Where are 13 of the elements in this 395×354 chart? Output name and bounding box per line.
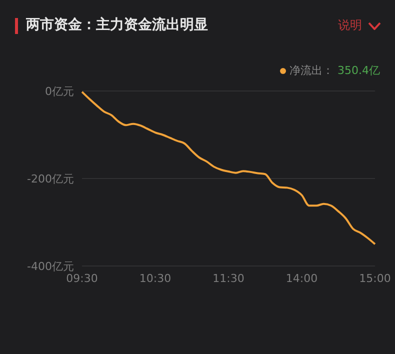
x-tick-label: 10:30 [139,272,172,285]
x-tick-label: 14:00 [286,272,318,285]
y-tick-label: 0亿元 [45,84,74,98]
x-tick-label: 11:30 [212,272,244,285]
y-tick-label: -400亿元 [27,260,74,273]
legend-label: 净流出： [290,63,334,78]
x-tick-label: 09:30 [66,272,98,285]
x-tick-label: 15:00 [359,272,391,285]
text: 说明 [338,17,362,34]
text: 350.4亿 [338,63,380,78]
chart-title: 两市资金：主力资金流出明显 [26,16,208,34]
line-series [81,91,376,246]
y-tick-label: -200亿元 [27,172,74,186]
